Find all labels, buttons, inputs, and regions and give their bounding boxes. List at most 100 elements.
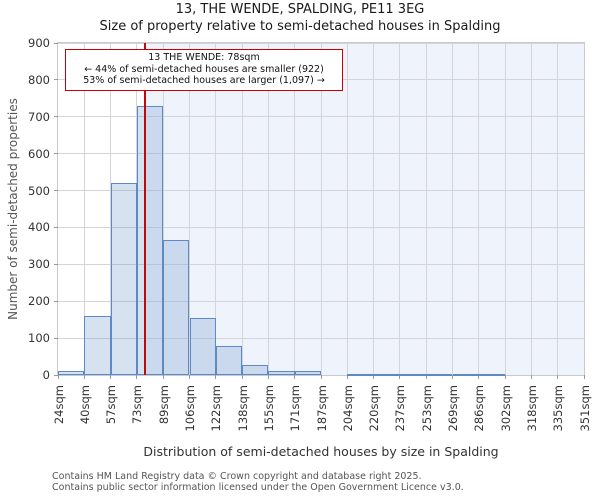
x-tick-mark (110, 375, 112, 379)
y-tick-label: 300 (28, 257, 50, 272)
chart-title: 13, THE WENDE, SPALDING, PE11 3EG (175, 2, 425, 17)
x-tick-label: 24sqm (51, 385, 66, 445)
x-tick-mark (241, 375, 243, 379)
x-tick-mark (320, 375, 322, 379)
x-tick-label: 269sqm (446, 385, 460, 445)
v-gridline (399, 43, 401, 375)
histogram-bar (294, 371, 321, 375)
v-gridline (189, 43, 190, 375)
y-tick-mark (54, 263, 58, 265)
shaded-larger-region (145, 43, 584, 375)
x-tick-label-text: 318sqm (524, 385, 539, 432)
histogram-bar (242, 365, 269, 375)
y-tick-mark (54, 374, 58, 376)
x-tick-label-text: 286sqm (472, 385, 487, 432)
x-tick-label-text: 204sqm (340, 385, 355, 432)
x-tick-label: 73sqm (130, 385, 144, 445)
x-tick-mark (425, 375, 427, 379)
v-gridline (346, 43, 348, 375)
histogram-bar (84, 315, 111, 375)
x-tick-label: 171sqm (288, 385, 303, 445)
x-tick-label-text: 24sqm (51, 385, 66, 425)
y-tick-mark (54, 226, 58, 228)
v-gridline (425, 43, 427, 375)
v-gridline (452, 43, 453, 375)
x-tick-mark (452, 375, 453, 379)
footer-line-2: Contains public sector information licen… (52, 482, 464, 493)
histogram-bar (399, 373, 427, 376)
y-tick-label: 0 (42, 368, 50, 382)
v-gridline (478, 43, 480, 375)
x-tick-mark (346, 375, 348, 379)
x-tick-label-text: 57sqm (104, 385, 119, 425)
property-annotation-box: 13 THE WENDE: 78sqm ← 44% of semi-detach… (65, 49, 343, 91)
x-tick-label-text: 220sqm (367, 385, 382, 432)
x-tick-label: 335sqm (551, 385, 566, 445)
y-axis-title: Number of semi-detached properties (6, 98, 20, 320)
histogram-bar (347, 373, 374, 376)
annotation-smaller-stat: ← 44% of semi-detached houses are smalle… (84, 63, 324, 75)
x-tick-label-text: 302sqm (498, 385, 513, 432)
x-tick-label: 40sqm (78, 385, 92, 445)
x-tick-label-text: 335sqm (551, 385, 566, 432)
y-tick-mark (54, 190, 58, 192)
x-tick-label: 138sqm (235, 385, 250, 445)
y-tick-mark (54, 116, 58, 118)
y-tick-mark (54, 79, 58, 81)
v-gridline (294, 43, 296, 375)
y-tick-mark (54, 42, 58, 44)
v-gridline (83, 43, 85, 375)
y-tick-label: 400 (28, 220, 50, 235)
v-gridline (162, 43, 164, 375)
y-tick-mark (54, 300, 58, 302)
x-tick-mark (57, 375, 59, 379)
attribution-footer: Contains HM Land Registry data © Crown c… (52, 471, 464, 493)
y-tick-mark (54, 337, 58, 339)
x-tick-label-text: 155sqm (261, 385, 276, 432)
x-tick-label: 57sqm (104, 385, 119, 445)
x-tick-label: 253sqm (420, 385, 434, 445)
x-tick-mark (162, 375, 164, 379)
v-gridline (320, 43, 322, 375)
histogram-bar (136, 105, 164, 375)
x-tick-label-text: 122sqm (209, 385, 224, 432)
histogram-bar (189, 317, 216, 375)
x-tick-label: 122sqm (209, 385, 224, 445)
x-tick-mark (583, 375, 585, 379)
x-tick-label: 302sqm (498, 385, 513, 445)
histogram-bar (163, 240, 190, 375)
x-tick-mark (215, 375, 217, 379)
x-tick-mark (399, 375, 401, 379)
y-tick-label: 100 (28, 331, 50, 346)
histogram-bar (478, 373, 506, 376)
x-tick-mark (267, 375, 269, 379)
v-gridline (530, 43, 532, 375)
v-gridline (241, 43, 243, 375)
x-tick-label: 187sqm (315, 385, 329, 445)
v-gridline (215, 43, 217, 375)
histogram-bar (268, 371, 295, 375)
x-axis-title: Distribution of semi-detached houses by … (143, 444, 499, 459)
x-tick-label-text: 138sqm (235, 385, 250, 432)
v-gridline (373, 43, 375, 375)
x-tick-mark (504, 375, 506, 379)
x-tick-label-text: 269sqm (446, 385, 460, 432)
x-tick-label: 204sqm (340, 385, 355, 445)
x-tick-mark (189, 375, 190, 379)
y-tick-label: 500 (28, 183, 50, 198)
x-tick-label-text: 171sqm (288, 385, 303, 432)
v-gridline (504, 43, 506, 375)
y-tick-label: 900 (28, 36, 50, 50)
x-tick-label: 106sqm (183, 385, 197, 445)
x-tick-mark (83, 375, 85, 379)
x-tick-label: 286sqm (472, 385, 487, 445)
x-tick-label: 89sqm (157, 385, 171, 445)
v-gridline (557, 43, 559, 375)
x-tick-label-text: 351sqm (577, 385, 592, 432)
histogram-bar (110, 183, 137, 375)
v-gridline (267, 43, 269, 375)
plot-area: 13 THE WENDE: 78sqm ← 44% of semi-detach… (57, 42, 585, 376)
x-tick-mark (530, 375, 532, 379)
x-tick-label: 351sqm (577, 385, 592, 445)
